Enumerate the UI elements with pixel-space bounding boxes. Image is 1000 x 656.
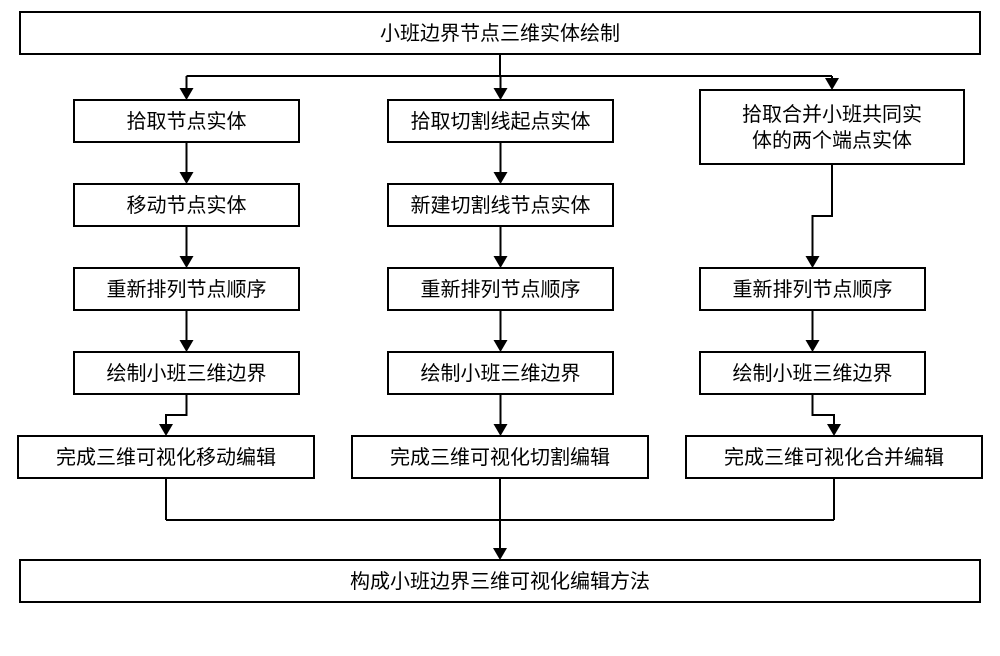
node-a4: 绘制小班三维边界 xyxy=(74,352,299,394)
node-label-bottom: 构成小班边界三维可视化编辑方法 xyxy=(350,570,650,593)
node-b3: 重新排列节点顺序 xyxy=(388,268,613,310)
node-label-a5: 完成三维可视化移动编辑 xyxy=(56,446,276,469)
node-a5: 完成三维可视化移动编辑 xyxy=(18,436,314,478)
node-label-c5: 完成三维可视化合并编辑 xyxy=(724,446,944,469)
node-a1: 拾取节点实体 xyxy=(74,100,299,142)
node-bottom: 构成小班边界三维可视化编辑方法 xyxy=(20,560,980,602)
node-label-b5: 完成三维可视化切割编辑 xyxy=(390,446,610,469)
node-b1: 拾取切割线起点实体 xyxy=(388,100,613,142)
node-top: 小班边界节点三维实体绘制 xyxy=(20,12,980,54)
flowchart-canvas: 小班边界节点三维实体绘制拾取节点实体移动节点实体重新排列节点顺序绘制小班三维边界… xyxy=(0,0,1000,656)
node-label-top: 小班边界节点三维实体绘制 xyxy=(380,22,620,45)
node-label-c1-1: 体的两个端点实体 xyxy=(752,129,912,152)
node-c1: 拾取合并小班共同实体的两个端点实体 xyxy=(700,90,964,164)
node-label-a1: 拾取节点实体 xyxy=(127,110,247,133)
node-label-a3: 重新排列节点顺序 xyxy=(107,278,267,301)
node-label-a2: 移动节点实体 xyxy=(127,194,247,217)
node-b4: 绘制小班三维边界 xyxy=(388,352,613,394)
node-label-b1: 拾取切割线起点实体 xyxy=(411,110,591,133)
node-label-b3: 重新排列节点顺序 xyxy=(421,278,581,301)
node-label-a4: 绘制小班三维边界 xyxy=(107,362,267,385)
node-b5: 完成三维可视化切割编辑 xyxy=(352,436,648,478)
node-label-c1-0: 拾取合并小班共同实 xyxy=(742,103,922,126)
node-a2: 移动节点实体 xyxy=(74,184,299,226)
node-b2: 新建切割线节点实体 xyxy=(388,184,613,226)
node-c5: 完成三维可视化合并编辑 xyxy=(686,436,982,478)
node-label-b2: 新建切割线节点实体 xyxy=(411,194,591,217)
node-label-c3: 重新排列节点顺序 xyxy=(733,278,893,301)
node-c3: 重新排列节点顺序 xyxy=(700,268,925,310)
node-c4: 绘制小班三维边界 xyxy=(700,352,925,394)
node-label-c4: 绘制小班三维边界 xyxy=(733,362,893,385)
node-label-b4: 绘制小班三维边界 xyxy=(421,362,581,385)
node-a3: 重新排列节点顺序 xyxy=(74,268,299,310)
